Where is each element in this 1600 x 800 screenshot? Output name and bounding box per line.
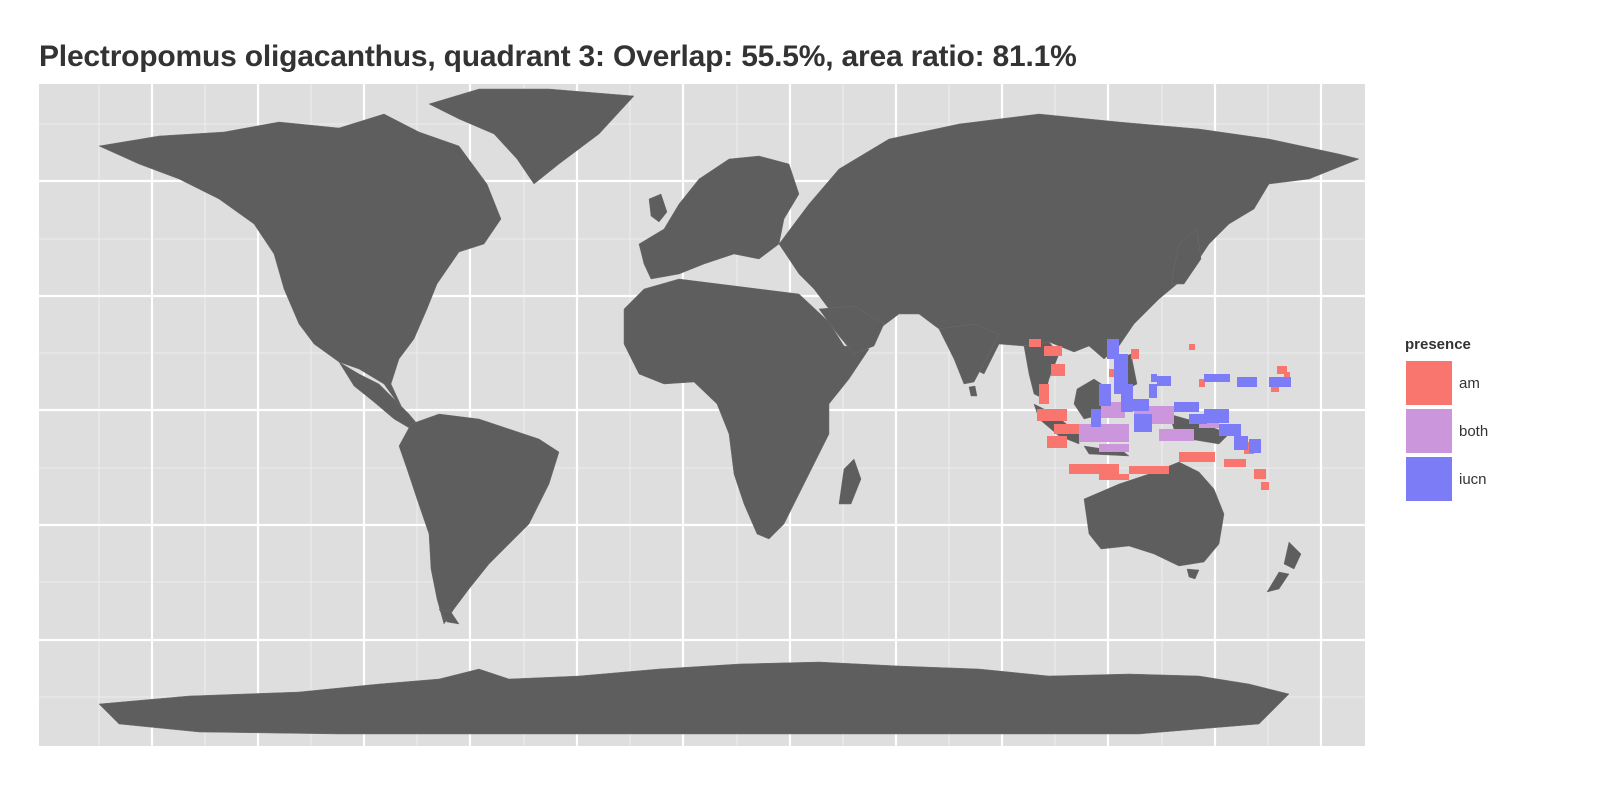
legend-item-both: both — [1405, 407, 1545, 455]
iucn-cell — [1249, 439, 1261, 453]
am-cell — [1039, 384, 1049, 404]
presence-am-layer — [1029, 339, 1290, 490]
map-panel — [39, 84, 1365, 746]
iucn-cell — [1091, 409, 1101, 427]
am-cell — [1129, 466, 1169, 474]
am-cell — [1179, 452, 1215, 462]
legend-label-iucn: iucn — [1459, 470, 1487, 488]
am-cell — [1037, 409, 1067, 421]
am-cell — [1254, 469, 1266, 479]
legend-item-am: am — [1405, 359, 1545, 407]
am-cell — [1099, 474, 1129, 480]
iucn-cell — [1099, 384, 1111, 406]
am-cell — [1224, 459, 1246, 467]
iucn-cell — [1174, 402, 1199, 412]
iucn-cell — [1149, 384, 1157, 398]
new-zealand-north — [1283, 541, 1302, 570]
new-zealand-south — [1266, 571, 1290, 593]
legend-key-iucn — [1405, 456, 1453, 502]
am-cell — [1189, 344, 1195, 350]
iucn-cell — [1189, 414, 1207, 424]
arabia — [818, 305, 885, 355]
presence-iucn-layer — [1091, 339, 1291, 453]
both-cell — [1079, 424, 1129, 442]
tierra-del-fuego — [438, 608, 460, 625]
africa — [623, 278, 870, 540]
am-cell — [1054, 424, 1094, 434]
greenland — [428, 88, 635, 185]
am-cell — [1044, 346, 1062, 356]
am-cell — [1261, 482, 1269, 490]
iucn-cell — [1204, 374, 1230, 382]
iucn-cell — [1157, 376, 1171, 386]
iucn-cell — [1151, 374, 1157, 382]
iucn-cell — [1129, 399, 1149, 411]
japan — [1170, 228, 1202, 285]
iucn-cell — [1237, 377, 1257, 387]
legend-key-am — [1405, 360, 1453, 406]
am-cell — [1277, 366, 1287, 374]
legend-label-am: am — [1459, 374, 1480, 392]
legend-item-iucn: iucn — [1405, 455, 1545, 503]
iucn-cell — [1204, 409, 1229, 423]
legend-label-both: both — [1459, 422, 1489, 440]
legend-title: presence — [1405, 336, 1471, 353]
tasmania — [1186, 568, 1200, 580]
madagascar — [838, 458, 862, 505]
europe — [638, 155, 800, 280]
iucn-cell — [1219, 424, 1241, 436]
am-cell — [1199, 379, 1205, 387]
both-cell — [1099, 444, 1129, 452]
am-cell — [1069, 464, 1119, 474]
british-isles — [648, 193, 668, 223]
sri-lanka — [968, 385, 978, 397]
am-cell — [1029, 339, 1041, 347]
both-cell — [1159, 429, 1194, 441]
legend-key-both — [1405, 408, 1453, 454]
iucn-cell — [1269, 377, 1291, 387]
am-cell — [1047, 436, 1067, 448]
am-cell — [1284, 372, 1290, 380]
north-america — [98, 113, 502, 413]
legend: presence am both iucn — [1405, 336, 1545, 503]
india — [938, 323, 1000, 385]
am-cell — [1051, 364, 1065, 376]
south-america — [398, 413, 560, 625]
iucn-cell — [1134, 414, 1152, 432]
landmasses — [98, 88, 1360, 735]
am-cell — [1131, 349, 1139, 359]
antarctica — [98, 661, 1290, 735]
iucn-cell — [1234, 436, 1248, 450]
plot-title: Plectropomus oligacanthus, quadrant 3: O… — [39, 40, 1077, 73]
